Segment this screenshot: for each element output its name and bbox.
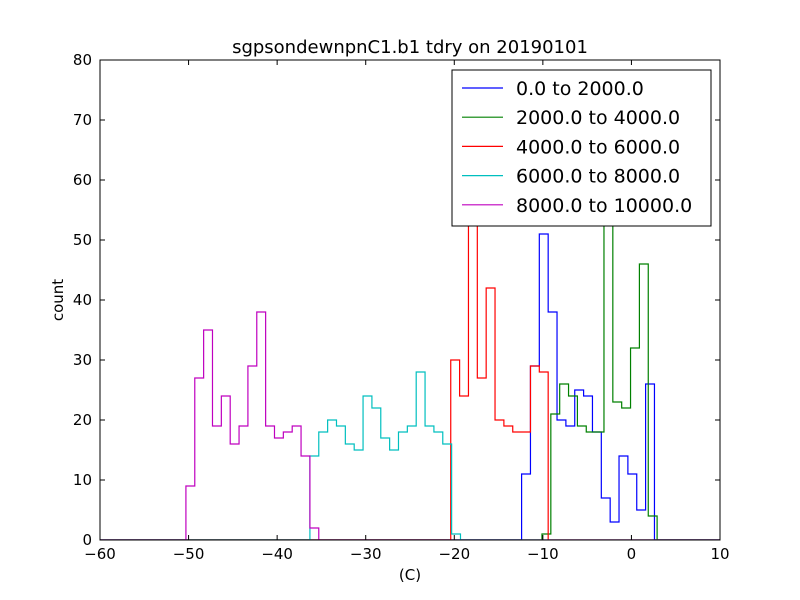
y-tick-label: 80 bbox=[73, 51, 92, 69]
series-line-5 bbox=[100, 311, 720, 540]
y-tick-label: 60 bbox=[73, 171, 92, 189]
y-axis-title: count bbox=[49, 279, 67, 321]
x-tick-label: −40 bbox=[261, 545, 293, 563]
x-tick-label: −20 bbox=[438, 545, 470, 563]
legend-label-1: 0.0 to 2000.0 bbox=[516, 78, 644, 100]
x-tick-label: −30 bbox=[350, 545, 382, 563]
x-tick-label: 0 bbox=[627, 545, 637, 563]
y-tick-label: 0 bbox=[82, 531, 92, 549]
series-layer bbox=[100, 167, 720, 540]
legend-box bbox=[451, 69, 712, 227]
x-tick-label: −10 bbox=[527, 545, 559, 563]
x-tick-label: 10 bbox=[710, 545, 729, 563]
tick-layer: −60 −50 −40 −30 −20 −10 0 10 0 10 20 30 40 50 60 70 80 bbox=[73, 51, 730, 563]
legend-label-4: 6000.0 to 8000.0 bbox=[516, 166, 680, 188]
y-tick-label: 50 bbox=[73, 231, 92, 249]
chart-title: sgpsondewnpnC1.b1 tdry on 20190101 bbox=[232, 37, 588, 58]
x-tick-label: −60 bbox=[84, 545, 116, 563]
legend-label-2: 2000.0 to 4000.0 bbox=[516, 107, 680, 129]
y-tick-label: 70 bbox=[73, 111, 92, 129]
y-tick-label: 40 bbox=[73, 291, 92, 309]
plot-frame bbox=[99, 59, 721, 541]
x-axis-title: (C) bbox=[399, 566, 421, 584]
y-tick-label: 10 bbox=[73, 471, 92, 489]
series-line-2 bbox=[100, 197, 720, 540]
legend: 0.0 to 2000.0 2000.0 to 4000.0 4000.0 to 6… bbox=[451, 69, 712, 227]
legend-label-5: 8000.0 to 10000.0 bbox=[516, 195, 692, 217]
legend-label-3: 4000.0 to 6000.0 bbox=[516, 136, 680, 158]
series-line-4 bbox=[100, 371, 720, 540]
y-tick-label: 30 bbox=[73, 351, 92, 369]
series-line-1 bbox=[100, 233, 720, 540]
x-tick-label: −50 bbox=[173, 545, 205, 563]
series-line-3 bbox=[100, 167, 720, 540]
y-tick-label: 20 bbox=[73, 411, 92, 429]
